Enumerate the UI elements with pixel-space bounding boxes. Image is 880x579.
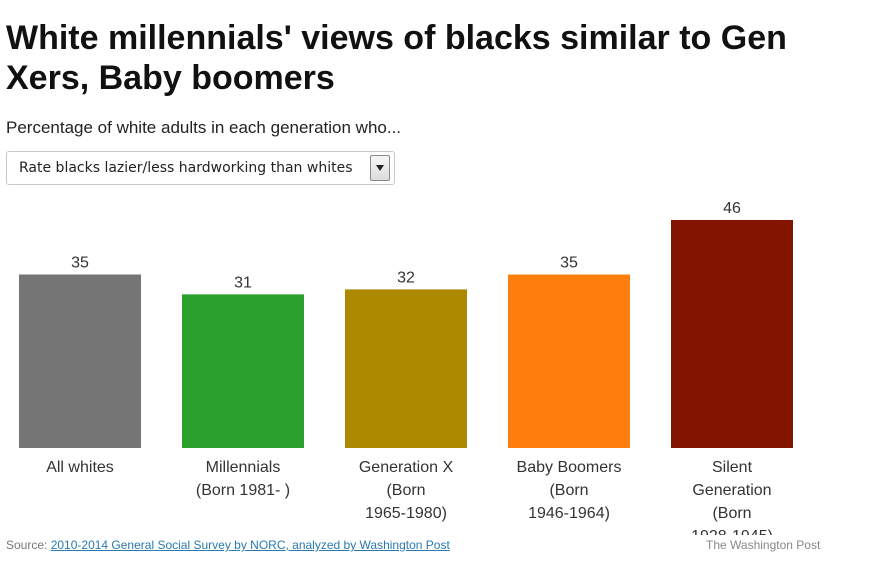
value-label-0: 35 xyxy=(71,255,89,272)
category-label-4-line-1: Generation xyxy=(692,482,771,499)
category-label-3-line-2: 1946-1964) xyxy=(528,505,610,522)
category-label-1-line-0: Millennials xyxy=(206,459,281,476)
chart-title: White millennials' views of blacks simil… xyxy=(6,19,787,97)
credit-text: The Washington Post xyxy=(706,538,821,552)
value-label-3: 35 xyxy=(560,255,578,272)
question-select-value: Rate blacks lazier/less hardworking than… xyxy=(19,160,353,176)
category-label-0-line-0: All whites xyxy=(46,459,114,476)
category-label-3-line-0: Baby Boomers xyxy=(517,459,622,476)
chart-subtitle: Percentage of white adults in each gener… xyxy=(6,118,402,137)
value-label-2: 32 xyxy=(397,269,415,286)
value-label-1: 31 xyxy=(234,274,252,291)
category-label-3-line-1: (Born xyxy=(549,482,588,499)
category-label-4-line-0: Silent xyxy=(712,459,753,476)
bar-4 xyxy=(671,220,793,448)
source-note: Source: 2010-2014 General Social Survey … xyxy=(6,538,450,552)
category-label-2-line-1: (Born xyxy=(386,482,425,499)
category-label-2-line-0: Generation X xyxy=(359,459,454,476)
chevron-down-icon[interactable] xyxy=(370,155,390,181)
value-label-4: 46 xyxy=(723,200,741,217)
category-label-4-line-3: 1928-1945) xyxy=(691,528,773,535)
source-prefix: Source: xyxy=(6,538,51,552)
bar-chart: 35 All whites 31 Millennials (Born 1981- ) 32… xyxy=(19,200,793,535)
category-label-4-line-2: (Born xyxy=(712,505,751,522)
bar-0 xyxy=(19,274,141,448)
bar-2 xyxy=(345,289,467,448)
bar-3 xyxy=(508,274,630,448)
bar-1 xyxy=(182,294,304,448)
category-label-2-line-2: 1965-1980) xyxy=(365,505,447,522)
category-label-1-line-1: (Born 1981- ) xyxy=(196,482,290,499)
question-select[interactable]: Rate blacks lazier/less hardworking than… xyxy=(6,151,395,185)
source-link[interactable]: 2010-2014 General Social Survey by NORC,… xyxy=(50,538,450,552)
